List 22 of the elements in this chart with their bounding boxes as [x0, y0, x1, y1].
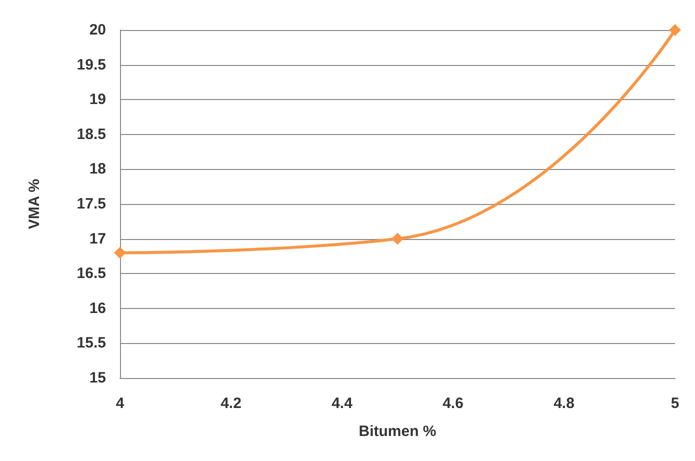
y-tick-label: 17	[89, 230, 106, 248]
point	[392, 232, 404, 245]
y-tick-label: 19	[89, 91, 106, 108]
y-tick-label: 18	[89, 160, 106, 178]
y-tick-label: 16	[89, 300, 106, 317]
x-tick-label: 4.2	[220, 395, 242, 412]
point	[114, 246, 126, 259]
x-axis-title: Bitumen %	[358, 423, 436, 440]
y-tick-label: 19.5	[76, 56, 106, 74]
y-tick-label: 15	[89, 370, 106, 386]
y-tick-label: 20	[89, 22, 106, 38]
y-tick-label: 16.5	[76, 265, 106, 282]
y-tick-label: 18.5	[76, 126, 106, 143]
y-tick-label: 15.5	[76, 334, 106, 352]
x-tick-label: 4.8	[554, 395, 574, 412]
point	[669, 24, 681, 36]
x-tick-label: 4.4	[332, 395, 354, 412]
y-axis-title: VMA %	[26, 178, 43, 230]
y-tick-label: 17.5	[76, 196, 106, 212]
x-tick-label: 4	[116, 395, 125, 412]
x-tick-label: 4.6	[442, 395, 464, 412]
x-tick-label: 5	[670, 395, 680, 412]
